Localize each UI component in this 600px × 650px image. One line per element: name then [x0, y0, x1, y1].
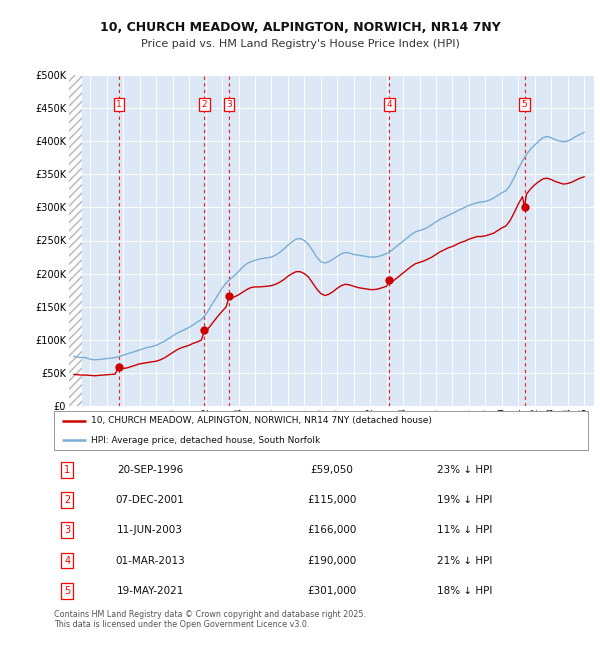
Text: 3: 3: [226, 100, 232, 109]
Text: 5: 5: [521, 100, 527, 109]
Text: 11-JUN-2003: 11-JUN-2003: [117, 525, 183, 536]
Text: £59,050: £59,050: [310, 465, 353, 475]
Text: 1: 1: [64, 465, 70, 475]
Text: £190,000: £190,000: [307, 556, 356, 566]
Text: 21% ↓ HPI: 21% ↓ HPI: [437, 556, 493, 566]
Text: 11% ↓ HPI: 11% ↓ HPI: [437, 525, 493, 536]
Text: £115,000: £115,000: [307, 495, 356, 505]
Text: 19-MAY-2021: 19-MAY-2021: [116, 586, 184, 595]
Text: Price paid vs. HM Land Registry's House Price Index (HPI): Price paid vs. HM Land Registry's House …: [140, 39, 460, 49]
Text: 10, CHURCH MEADOW, ALPINGTON, NORWICH, NR14 7NY (detached house): 10, CHURCH MEADOW, ALPINGTON, NORWICH, N…: [91, 416, 432, 425]
Text: 18% ↓ HPI: 18% ↓ HPI: [437, 586, 493, 595]
Text: 01-MAR-2013: 01-MAR-2013: [115, 556, 185, 566]
Text: 19% ↓ HPI: 19% ↓ HPI: [437, 495, 493, 505]
Text: 10, CHURCH MEADOW, ALPINGTON, NORWICH, NR14 7NY: 10, CHURCH MEADOW, ALPINGTON, NORWICH, N…: [100, 21, 500, 34]
Text: 07-DEC-2001: 07-DEC-2001: [116, 495, 184, 505]
Text: 2: 2: [64, 495, 70, 505]
Text: 3: 3: [64, 525, 70, 536]
Text: 1: 1: [116, 100, 122, 109]
Text: 4: 4: [64, 556, 70, 566]
Text: £301,000: £301,000: [307, 586, 356, 595]
Text: 23% ↓ HPI: 23% ↓ HPI: [437, 465, 493, 475]
Text: Contains HM Land Registry data © Crown copyright and database right 2025.
This d: Contains HM Land Registry data © Crown c…: [54, 610, 366, 629]
Text: HPI: Average price, detached house, South Norfolk: HPI: Average price, detached house, Sout…: [91, 436, 320, 445]
Text: 4: 4: [386, 100, 392, 109]
Text: 2: 2: [202, 100, 207, 109]
Text: 20-SEP-1996: 20-SEP-1996: [117, 465, 183, 475]
Text: £166,000: £166,000: [307, 525, 356, 536]
Text: 5: 5: [64, 586, 70, 595]
